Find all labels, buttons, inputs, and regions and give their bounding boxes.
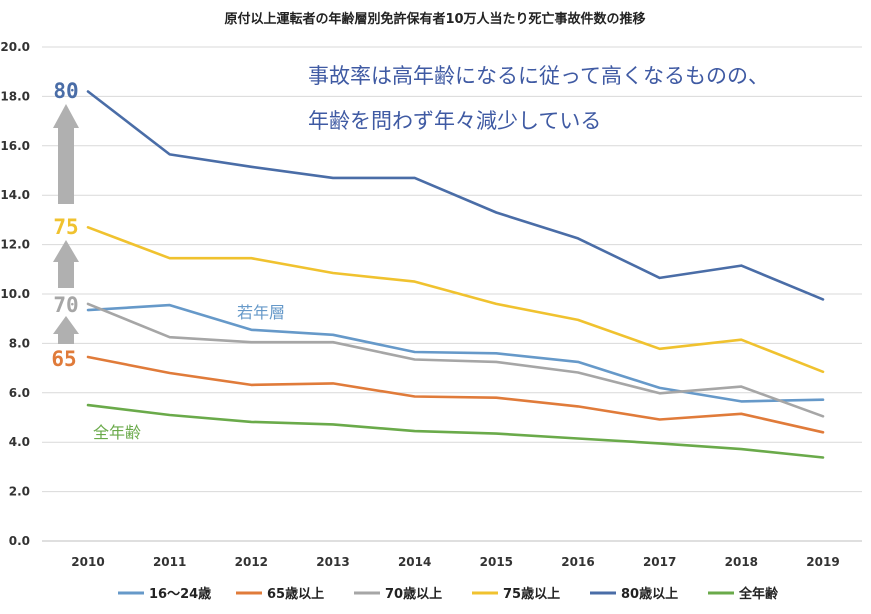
series-line [86,90,825,301]
x-tick-label: 2010 [71,555,104,569]
y-tick-label: 6.0 [9,386,30,400]
y-tick-label: 20.0 [0,40,30,54]
y-tick-label: 18.0 [0,89,30,103]
y-tick-label: 12.0 [0,238,30,252]
series-lines [86,90,825,459]
age-label-75: 75 [53,215,78,239]
x-tick-label: 2018 [725,555,758,569]
x-tick-label: 2012 [235,555,268,569]
young-label: 若年層 [237,303,285,322]
y-tick-label: 0.0 [9,534,30,548]
arrow-up-icon [53,104,79,204]
y-tick-label: 8.0 [9,336,30,350]
legend-label: 全年齢 [738,586,779,602]
y-axis-ticks: 0.0 2.0 4.0 6.0 8.0 10.0 12.0 14.0 16.0 18.0 20.0 [0,40,30,548]
legend-label: 80歳以上 [621,586,678,602]
legend-label: 65歳以上 [267,586,324,602]
arrow-up-icon [53,240,79,288]
y-tick-label: 2.0 [9,485,30,499]
age-label-80: 80 [53,79,78,103]
series-line [86,302,825,418]
x-tick-label: 2017 [643,555,676,569]
series-line [86,226,825,374]
age-label-65: 65 [51,347,76,371]
age-arrows [53,104,79,344]
y-tick-label: 16.0 [0,139,30,153]
legend-label: 75歳以上 [503,586,560,602]
y-tick-label: 14.0 [0,188,30,202]
series-line [86,355,825,434]
legend-label: 70歳以上 [385,586,442,602]
y-tick-label: 10.0 [0,287,30,301]
gridlines [42,46,862,542]
series-line [86,403,825,459]
annotation-message-line2: 年齢を問わず年々減少している [308,109,601,133]
x-tick-label: 2019 [806,555,839,569]
x-tick-label: 2011 [153,555,186,569]
x-tick-label: 2015 [480,555,513,569]
all-ages-label: 全年齢 [93,423,141,442]
age-label-70: 70 [53,293,78,317]
x-tick-label: 2014 [398,555,431,569]
series-line [86,303,825,403]
arrow-up-icon [53,316,79,344]
legend: 16〜24歳 65歳以上 70歳以上 75歳以上 80歳以上 全年齢 [118,586,779,602]
annotation-message-line1: 事故率は高年齢になるに従って高くなるものの、 [308,64,769,88]
chart-title: 原付以上運転者の年齢層別免許保有者10万人当たり死亡事故件数の推移 [224,11,645,27]
x-tick-label: 2013 [316,555,349,569]
x-axis-ticks: 2010 2011 2012 2013 2014 2015 2016 2017 2018 2019 [71,555,839,569]
x-tick-label: 2016 [561,555,594,569]
y-tick-label: 4.0 [9,435,30,449]
legend-label: 16〜24歳 [149,586,211,602]
